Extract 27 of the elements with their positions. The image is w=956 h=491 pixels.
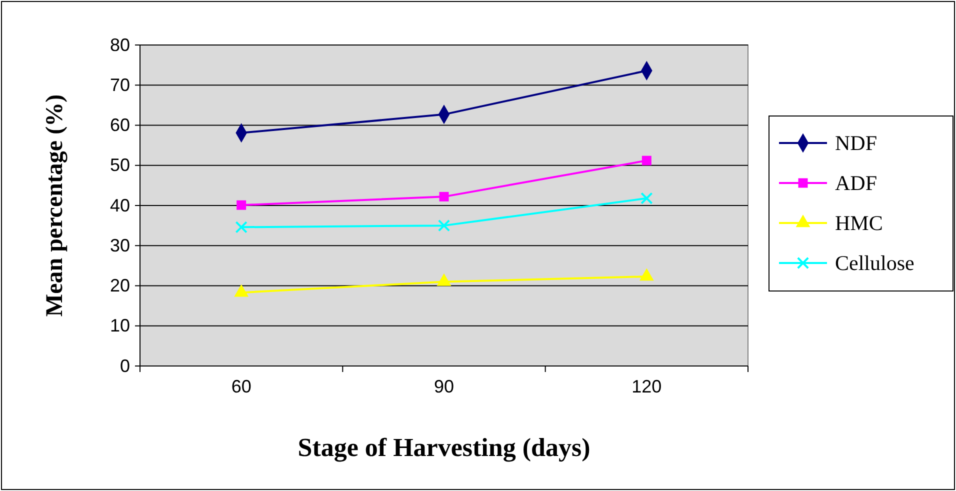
y-tick-label: 80 xyxy=(110,34,130,55)
x-tick-label: 120 xyxy=(632,376,662,396)
point xyxy=(234,284,249,297)
x-tick-label: 90 xyxy=(434,376,454,396)
point xyxy=(235,221,248,234)
y-tick-label: 0 xyxy=(120,356,130,376)
point xyxy=(639,268,654,281)
legend-label: ADF xyxy=(835,171,878,195)
y-tick-label: 60 xyxy=(110,115,130,136)
y-tick-label: 20 xyxy=(110,276,130,296)
legend-label: Cellulose xyxy=(835,251,914,275)
point xyxy=(438,219,450,232)
y-tick-label: 30 xyxy=(110,235,130,256)
point xyxy=(640,192,653,204)
point xyxy=(236,200,246,210)
point xyxy=(439,192,449,202)
point xyxy=(642,156,652,166)
legend-label: NDF xyxy=(835,131,878,155)
y-tick-label: 40 xyxy=(110,195,130,216)
y-tick-label: 50 xyxy=(110,155,130,176)
y-axis-title: Mean percentage (%) xyxy=(42,94,68,317)
y-tick-label: 10 xyxy=(110,316,130,336)
x-tick-label: 60 xyxy=(231,376,252,396)
point xyxy=(436,273,452,286)
legend-label: HMC xyxy=(835,211,883,235)
y-tick-label: 70 xyxy=(110,74,130,95)
x-axis-title: Stage of Harvesting (days) xyxy=(298,433,590,462)
